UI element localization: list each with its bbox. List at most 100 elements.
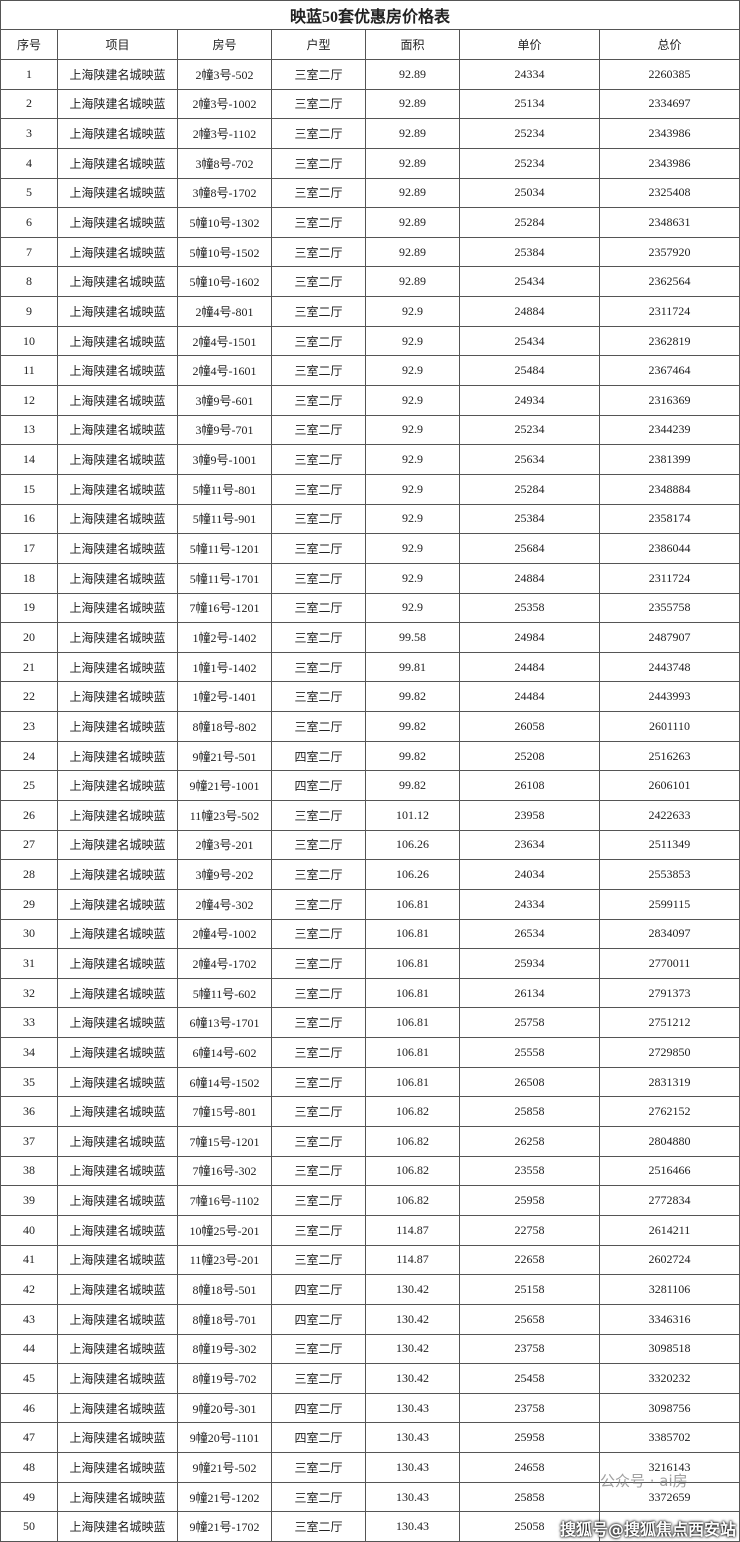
table-cell: 上海陕建名城映蓝 xyxy=(58,771,178,801)
table-cell: 106.82 xyxy=(366,1186,460,1216)
table-cell: 三室二厅 xyxy=(272,267,366,298)
table-cell: 92.9 xyxy=(366,386,460,416)
table-cell: 9幢20号-301 xyxy=(178,1393,272,1424)
table-cell: 92.9 xyxy=(366,534,460,564)
table-cell: 7 xyxy=(0,237,58,268)
table-cell: 3幢9号-701 xyxy=(178,415,272,446)
table-cell: 25358 xyxy=(460,593,600,624)
table-cell: 上海陕建名城映蓝 xyxy=(58,208,178,238)
table-cell: 2516466 xyxy=(600,1156,740,1187)
table-cell: 2751212 xyxy=(600,1008,740,1039)
table-cell: 4 xyxy=(0,148,58,179)
table-cell: 1幢2号-1401 xyxy=(178,682,272,713)
table-cell: 24484 xyxy=(460,652,600,683)
table-cell: 上海陕建名城映蓝 xyxy=(58,1008,178,1039)
table-cell: 49 xyxy=(0,1482,58,1513)
table-cell: 17 xyxy=(0,534,58,564)
table-cell: 130.43 xyxy=(366,1453,460,1483)
table-cell: 三室二厅 xyxy=(272,1156,366,1187)
table-cell: 24884 xyxy=(460,297,600,327)
table-cell: 3幢8号-1702 xyxy=(178,178,272,209)
table-cell: 上海陕建名城映蓝 xyxy=(58,1304,178,1335)
table-cell: 130.42 xyxy=(366,1334,460,1365)
table-cell: 2381399 xyxy=(600,445,740,475)
table-cell: 92.89 xyxy=(366,148,460,179)
table-cell: 36 xyxy=(0,1097,58,1128)
table-cell: 35 xyxy=(0,1067,58,1098)
table-cell: 上海陕建名城映蓝 xyxy=(58,534,178,564)
table-cell: 92.9 xyxy=(366,593,460,624)
table-cell: 三室二厅 xyxy=(272,801,366,831)
table-cell: 101.12 xyxy=(366,801,460,831)
table-cell: 28 xyxy=(0,860,58,890)
table-cell: 15 xyxy=(0,474,58,505)
table-cell: 上海陕建名城映蓝 xyxy=(58,949,178,979)
table-cell: 2幢4号-1702 xyxy=(178,949,272,979)
table-cell: 3281106 xyxy=(600,1275,740,1305)
table-cell: 2367464 xyxy=(600,356,740,387)
table-cell: 7幢15号-1201 xyxy=(178,1127,272,1157)
table-cell: 2601110 xyxy=(600,712,740,742)
table-cell: 2幢4号-801 xyxy=(178,297,272,327)
table-cell: 11 xyxy=(0,356,58,387)
table-cell: 25158 xyxy=(460,1275,600,1305)
table-cell: 25134 xyxy=(460,89,600,120)
table-cell: 25034 xyxy=(460,178,600,209)
table-cell: 23958 xyxy=(460,801,600,831)
table-cell: 2幢4号-1501 xyxy=(178,326,272,357)
table-cell: 上海陕建名城映蓝 xyxy=(58,237,178,268)
table-cell: 25234 xyxy=(460,415,600,446)
table-cell: 29 xyxy=(0,889,58,920)
table-cell: 130.43 xyxy=(366,1393,460,1424)
table-cell: 18 xyxy=(0,563,58,594)
table-cell: 24934 xyxy=(460,386,600,416)
table-cell: 上海陕建名城映蓝 xyxy=(58,1482,178,1513)
table-cell: 26058 xyxy=(460,712,600,742)
table-cell: 25484 xyxy=(460,356,600,387)
table-cell: 三室二厅 xyxy=(272,1482,366,1513)
table-cell: 25684 xyxy=(460,534,600,564)
table-cell: 42 xyxy=(0,1275,58,1305)
header-cell: 总价 xyxy=(600,30,740,60)
table-cell: 上海陕建名城映蓝 xyxy=(58,1245,178,1276)
table-title: 映蓝50套优惠房价格表 xyxy=(0,0,740,30)
table-cell: 上海陕建名城映蓝 xyxy=(58,1156,178,1187)
table-cell: 三室二厅 xyxy=(272,1067,366,1098)
table-cell: 10 xyxy=(0,326,58,357)
table-cell: 三室二厅 xyxy=(272,593,366,624)
table-cell: 2幢3号-502 xyxy=(178,60,272,90)
table-cell: 16 xyxy=(0,504,58,535)
table-cell: 上海陕建名城映蓝 xyxy=(58,1097,178,1128)
table-cell: 上海陕建名城映蓝 xyxy=(58,297,178,327)
table-cell: 三室二厅 xyxy=(272,356,366,387)
table-cell: 上海陕建名城映蓝 xyxy=(58,889,178,920)
table-cell: 三室二厅 xyxy=(272,712,366,742)
table-cell: 四室二厅 xyxy=(272,1275,366,1305)
table-cell: 26134 xyxy=(460,978,600,1009)
table-cell: 2791373 xyxy=(600,978,740,1009)
table-cell: 130.42 xyxy=(366,1304,460,1335)
table-cell: 四室二厅 xyxy=(272,741,366,772)
table-cell: 三室二厅 xyxy=(272,415,366,446)
table-cell: 2幢4号-302 xyxy=(178,889,272,920)
table-cell: 上海陕建名城映蓝 xyxy=(58,386,178,416)
table-cell: 上海陕建名城映蓝 xyxy=(58,1334,178,1365)
table-cell: 25634 xyxy=(460,445,600,475)
table-cell: 20 xyxy=(0,623,58,653)
table-cell: 2804880 xyxy=(600,1127,740,1157)
table-cell: 3385702 xyxy=(600,1423,740,1454)
table-cell: 106.81 xyxy=(366,889,460,920)
table-cell: 3幢8号-702 xyxy=(178,148,272,179)
table-cell: 106.81 xyxy=(366,949,460,979)
table-cell: 2770011 xyxy=(600,949,740,979)
table-cell: 8幢19号-702 xyxy=(178,1364,272,1394)
table-cell: 9幢21号-1202 xyxy=(178,1482,272,1513)
table-cell: 7幢16号-302 xyxy=(178,1156,272,1187)
table-cell: 3幢9号-202 xyxy=(178,860,272,890)
table-cell: 三室二厅 xyxy=(272,1453,366,1483)
table-cell: 5幢11号-901 xyxy=(178,504,272,535)
table-cell: 三室二厅 xyxy=(272,1245,366,1276)
table-cell: 2 xyxy=(0,89,58,120)
table-cell: 2幢3号-1002 xyxy=(178,89,272,120)
table-cell: 9 xyxy=(0,297,58,327)
